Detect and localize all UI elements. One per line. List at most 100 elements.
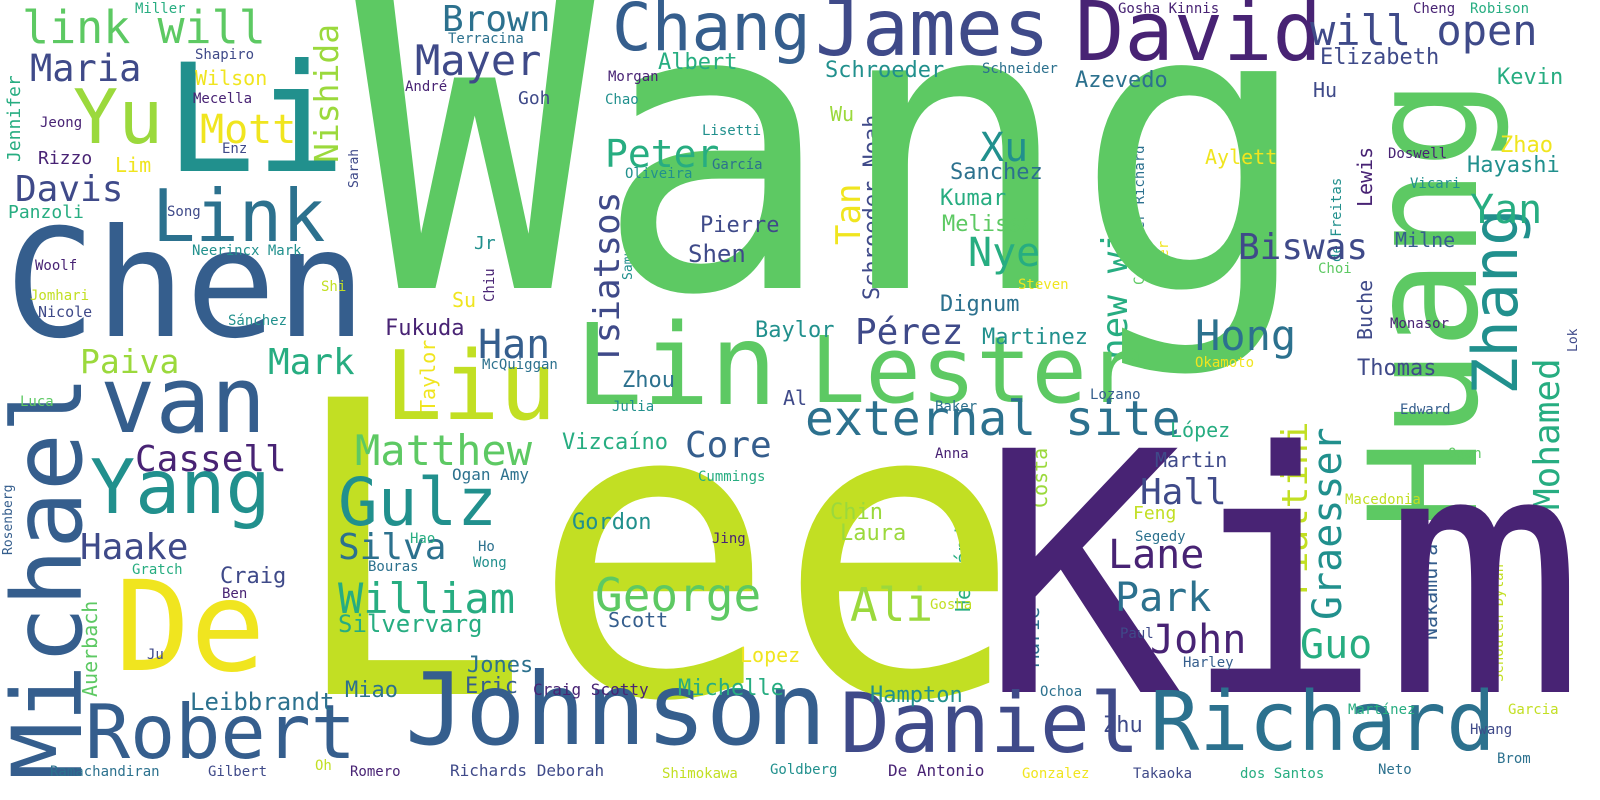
word-leibbrandt: Leibbrandt bbox=[190, 688, 335, 716]
word-garcia: Garcia bbox=[1508, 702, 1559, 718]
word-de: De bbox=[115, 555, 266, 700]
word-nicole: Nicole bbox=[38, 303, 93, 321]
word-laura: Laura bbox=[840, 521, 907, 546]
word-su: Su bbox=[452, 288, 477, 312]
word-dos-santos: dos Santos bbox=[1240, 766, 1325, 782]
word-ogan: Ogan bbox=[1448, 446, 1482, 462]
word-ali: Ali bbox=[850, 578, 934, 632]
word-maria: Maria bbox=[30, 47, 142, 90]
word-gordon: Gordon bbox=[572, 510, 652, 535]
word-lopez: Lopez bbox=[740, 643, 801, 667]
word-george: George bbox=[595, 568, 762, 622]
word-kevin: Kevin bbox=[1497, 65, 1564, 90]
word-mark: Mark bbox=[268, 342, 355, 383]
word-oliveira: Oliveira bbox=[625, 166, 693, 182]
word-haake: Haake bbox=[80, 527, 189, 568]
word-azevedo: Azevedo bbox=[1075, 68, 1168, 93]
word-mcquiggan: McQuiggan bbox=[482, 357, 558, 373]
word-lim: Lim bbox=[115, 153, 152, 177]
word-melissa: Melissa bbox=[942, 212, 1035, 237]
word-goldberg: Goldberg bbox=[770, 762, 838, 778]
word-okamoto: Okamoto bbox=[1195, 355, 1255, 371]
word-john: John bbox=[1150, 617, 1247, 663]
word-lisetti: Lisetti bbox=[702, 123, 762, 139]
word-neto: Neto bbox=[1378, 762, 1412, 778]
word-baylor: Baylor bbox=[755, 318, 835, 343]
word-lok: Lok bbox=[1566, 328, 1581, 352]
word-kumar: Kumar bbox=[940, 186, 1007, 211]
word-hao: Hao bbox=[410, 531, 436, 547]
word-monasor: Monasor bbox=[1390, 316, 1450, 332]
word-schneider: Schneider bbox=[982, 61, 1058, 77]
word-hu: Hu bbox=[1313, 78, 1338, 102]
word-steven: Steven bbox=[1018, 277, 1069, 293]
word-david: David bbox=[1075, 0, 1322, 80]
word-daniel: Daniel bbox=[840, 675, 1140, 772]
word-miller: Miller bbox=[135, 1, 186, 17]
word-johnson: Johnson bbox=[405, 651, 827, 768]
word-park: Park bbox=[1115, 575, 1212, 621]
word-wilson: Wilson bbox=[195, 66, 268, 90]
word-vicari: Vicari bbox=[1410, 176, 1461, 192]
word-cheng: Cheng bbox=[1413, 1, 1456, 17]
word-jennifer: Jennifer bbox=[4, 75, 25, 162]
word-anna: Anna bbox=[935, 446, 969, 462]
word-mecella: Mecella bbox=[193, 91, 253, 107]
word-perez: Pérez bbox=[855, 312, 964, 353]
word-silva: Silva bbox=[338, 527, 447, 568]
word-morgan: Morgan bbox=[608, 69, 659, 85]
word-cummings: Cummings bbox=[698, 469, 766, 485]
word-zhu: Zhu bbox=[1103, 713, 1143, 738]
word-lester: Lester bbox=[810, 317, 1143, 424]
word-gilbert: Gilbert bbox=[208, 764, 268, 780]
word-baker: Baker bbox=[935, 399, 978, 415]
word-pierre: Pierre bbox=[700, 213, 780, 238]
word-michelle: Michelle bbox=[678, 676, 784, 701]
word-sanchez: Sanchez bbox=[950, 160, 1043, 185]
word-link: Link bbox=[152, 174, 326, 258]
word-fukuda: Fukuda bbox=[385, 316, 465, 341]
word-martinez-acc: Martínez bbox=[1348, 702, 1416, 718]
word-jing: Jing bbox=[712, 531, 746, 547]
word-lopez-acc: López bbox=[1170, 418, 1231, 442]
word-hayashi: Hayashi bbox=[1467, 153, 1560, 178]
word-dignum: Dignum bbox=[940, 292, 1020, 317]
word-auerbach: Auerbach bbox=[78, 600, 102, 697]
word-schroeder: Schroeder bbox=[825, 58, 945, 83]
word-jomhari: Jomhari bbox=[30, 288, 90, 304]
word-matthew: Matthew bbox=[355, 426, 533, 475]
word-robert: Robert bbox=[85, 688, 356, 776]
word-paiva: Paiva bbox=[80, 342, 180, 381]
word-richards-deborah: Richards Deborah bbox=[450, 761, 605, 780]
word-van: van bbox=[100, 347, 267, 454]
word-sanchez-acc: Sánchez bbox=[228, 313, 288, 329]
word-segedy: Segedy bbox=[1135, 529, 1186, 545]
word-li: Li bbox=[165, 33, 346, 207]
word-nye: Nye bbox=[968, 230, 1041, 276]
word-gosha: Gosha bbox=[930, 597, 973, 613]
word-gulz: Gulz bbox=[338, 464, 497, 541]
word-gonzalez: Gonzalez bbox=[1022, 766, 1090, 782]
word-luca: Luca bbox=[20, 394, 54, 410]
word-biswas: Biswas bbox=[1238, 227, 1369, 268]
word-zhao: Zhao bbox=[1500, 133, 1553, 158]
word-link-will: link will bbox=[22, 1, 266, 54]
word-scott: Scott bbox=[608, 608, 669, 632]
word-shi: Shi bbox=[321, 279, 347, 295]
word-neerincx-mark: Neerincx Mark bbox=[192, 243, 302, 259]
word-oh: Oh bbox=[315, 758, 332, 774]
word-peter: Peter bbox=[605, 132, 720, 176]
word-will-open: will open bbox=[1310, 6, 1538, 55]
word-ben: Ben bbox=[222, 586, 248, 602]
word-chen: Chen bbox=[5, 198, 367, 372]
word-albert: Albert bbox=[658, 50, 738, 75]
word-shapiro: Shapiro bbox=[195, 47, 255, 63]
word-bouras: Bouras bbox=[368, 559, 419, 575]
word-andre: André bbox=[405, 79, 448, 95]
word-elizabeth: Elizabeth bbox=[1320, 45, 1440, 70]
word-martinez: Martinez bbox=[982, 325, 1088, 350]
word-chin: Chin bbox=[830, 500, 883, 525]
word-shen: Shen bbox=[688, 240, 746, 268]
word-yu: Yu bbox=[73, 73, 164, 161]
